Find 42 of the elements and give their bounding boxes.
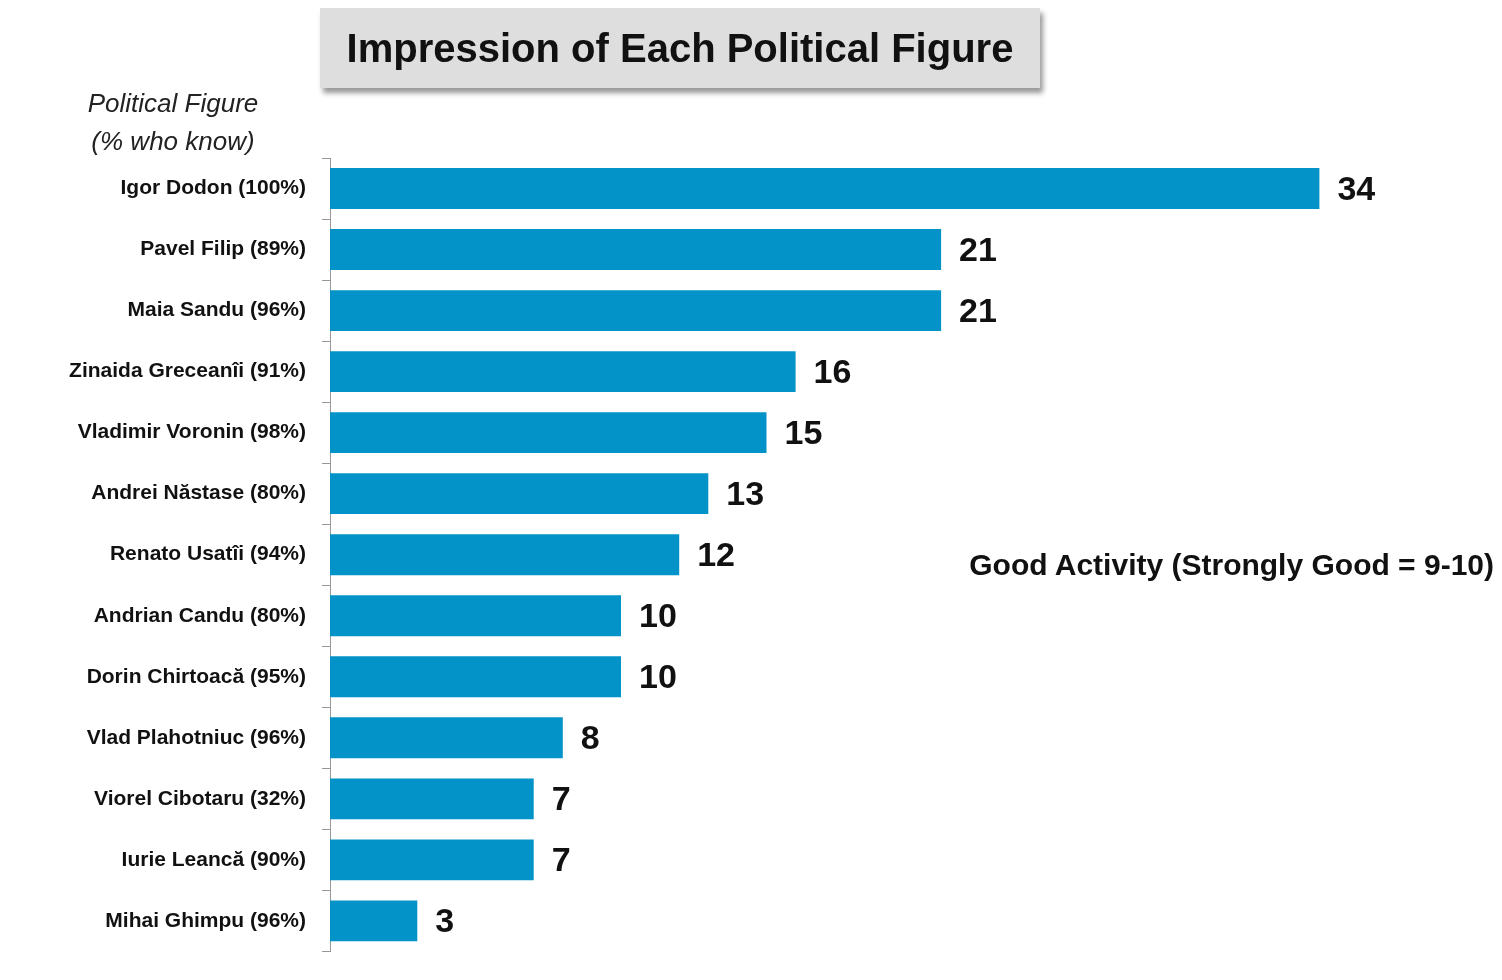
bar [330, 900, 418, 942]
data-label: 12 [697, 535, 736, 574]
data-label: 34 [1337, 168, 1376, 207]
y-tick-label: Pavel Filip (89%) [140, 236, 306, 260]
bar [330, 839, 534, 881]
y-tick-label: Iurie Leancă (90%) [121, 846, 306, 870]
bar [330, 595, 621, 637]
bar [330, 778, 534, 820]
y-tick-label: Maia Sandu (96%) [127, 297, 306, 321]
data-label: 15 [784, 413, 823, 452]
data-label: 10 [639, 596, 677, 635]
y-axis-title: Political Figure (% who know) [86, 87, 260, 158]
data-label: 10 [639, 657, 677, 696]
y-tick-label: Igor Dodon (100%) [120, 175, 306, 199]
y-tick-label: Vlad Plahotniuc (96%) [86, 724, 306, 748]
data-label: 16 [813, 351, 852, 390]
bar [330, 656, 621, 698]
y-tick-label: Viorel Cibotaru (32%) [94, 785, 306, 809]
bar [330, 168, 1320, 209]
bar [330, 534, 680, 576]
bar [330, 473, 709, 515]
y-tick-label: Dorin Chirtoacă (95%) [86, 663, 306, 687]
y-tick-label: Zinaida Greceanîi (91%) [69, 358, 306, 382]
y-tick-label: Vladimir Voronin (98%) [77, 419, 306, 443]
data-label: 7 [551, 779, 571, 818]
data-label: 8 [580, 718, 600, 757]
data-label: 21 [959, 229, 997, 268]
y-tick-label: Renato Usatîi (94%) [109, 541, 306, 565]
data-label: 7 [551, 840, 571, 879]
annotation: Good Activity (Strongly Good = 9-10) [969, 548, 1494, 582]
bar [330, 290, 942, 332]
data-label: 21 [959, 290, 997, 329]
bar [330, 351, 796, 393]
data-label: 13 [726, 474, 765, 513]
y-tick-label: Andrei Năstase (80%) [91, 480, 306, 504]
bar [330, 229, 942, 270]
y-tick-label: Andrian Candu (80%) [93, 602, 306, 626]
data-label: 3 [435, 901, 455, 940]
bar [330, 717, 563, 759]
bar [330, 412, 767, 454]
y-tick-label: Mihai Ghimpu (96%) [105, 907, 306, 931]
chart-title: Impression of Each Political Figure [320, 8, 1040, 88]
